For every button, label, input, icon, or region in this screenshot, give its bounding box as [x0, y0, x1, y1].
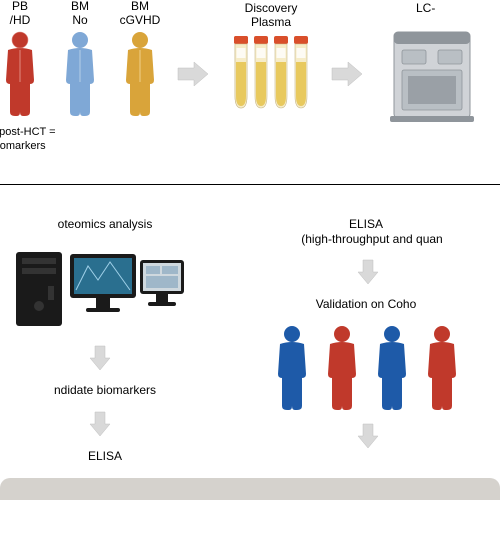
bl-mid: ndidate biomarkers	[10, 384, 200, 398]
br-title-1: ELISA	[232, 218, 500, 232]
br-title-2: (high-throughput and quan	[232, 233, 500, 247]
computer-setup-icon	[12, 246, 188, 334]
br-mid: Validation on Coho	[232, 298, 500, 312]
bl-title: oteomics analysis	[10, 218, 200, 232]
arrow-down-icon	[356, 422, 380, 450]
arrow-down-icon	[356, 258, 380, 286]
bl-bottom: ELISA	[10, 450, 200, 464]
page-bottom-bar	[0, 478, 500, 500]
cohort-humans-icon	[272, 324, 492, 414]
top-frame	[0, 0, 500, 185]
arrow-down-icon	[88, 410, 112, 438]
arrow-down-icon	[88, 344, 112, 372]
